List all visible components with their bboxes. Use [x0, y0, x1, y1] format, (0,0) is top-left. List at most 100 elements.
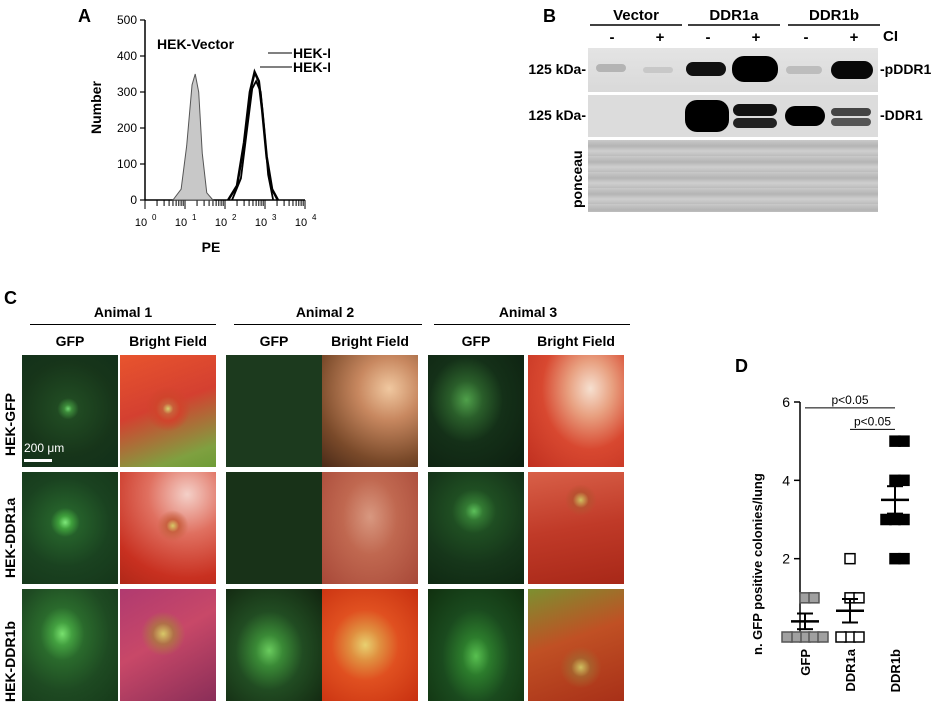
- blot-group-label: Vector: [613, 7, 659, 24]
- panel-d-axes: 0246GFPDDR1aDDR1b: [782, 394, 903, 692]
- panel-a-xtick-exponent: 3: [272, 213, 277, 222]
- band-pddr1-ddr1a-plus: [732, 56, 778, 82]
- ci-sign: +: [656, 29, 665, 46]
- band-label-pddr1: -pDDR1: [880, 61, 932, 77]
- panel-d-category-label: GFP: [798, 649, 813, 676]
- label-hek-ddr1a: HEK-DDR1a: [293, 45, 330, 61]
- panel-b-letter: B: [543, 6, 556, 26]
- panel-a-letter: A: [78, 6, 91, 26]
- panel-d-letter: D: [735, 356, 748, 376]
- histogram-hek-vector: [171, 73, 215, 201]
- animal-3-header: Animal 3: [498, 304, 558, 320]
- panel-a-xtick-exponent: 4: [312, 213, 317, 222]
- image-animal2-bf-hek-gfp: [322, 355, 418, 467]
- panel-a-xtick-exponent: 2: [232, 213, 237, 222]
- panel-d-category-label: DDR1a: [843, 648, 858, 691]
- animal-2-rule: [234, 324, 422, 325]
- scale-bar: [24, 459, 52, 462]
- image-animal2-gfp-hek-gfp: [226, 355, 322, 467]
- band-pddr1-ddr1b-plus: [831, 61, 873, 79]
- image-animal2-bf-hek-ddr1a: [322, 472, 418, 584]
- data-point-ddr1b: [898, 474, 910, 487]
- panel-d-ytick-label: 4: [782, 472, 790, 488]
- panel-a-ytick-label: 400: [117, 49, 137, 63]
- animal-1-header: Animal 1: [93, 304, 153, 320]
- blot-ponceau: [588, 140, 878, 212]
- panel-a-xtick-label: 10: [295, 217, 307, 229]
- band-ddr1-ddr1b-minus: [785, 106, 825, 126]
- panel-a-ytick-label: 100: [117, 157, 137, 171]
- sig-label-ddr1a-ddr1b: p<0.05: [854, 414, 891, 428]
- panel-a-ytick-label: 0: [130, 193, 137, 207]
- band-pddr1-vector-minus: [596, 64, 626, 72]
- image-animal3-bf-hek-ddr1b: [528, 589, 624, 701]
- ci-label: CI: [883, 28, 898, 45]
- panel-a-ytick-label: 300: [117, 85, 137, 99]
- row-label-hek-ddr1a: HEK-DDR1a: [2, 497, 18, 578]
- image-animal3-gfp-hek-ddr1b: [428, 589, 524, 701]
- image-animal1-bf-hek-ddr1a: [120, 472, 216, 584]
- panel-a-xtick-label: 10: [255, 217, 267, 229]
- band-pddr1-ddr1b-minus: [786, 66, 822, 74]
- image-animal1-bf-hek-gfp: [120, 355, 216, 467]
- data-point-gfp: [781, 631, 793, 643]
- histogram-hek-ddr1a: [227, 68, 279, 201]
- ci-sign: -: [610, 29, 615, 46]
- image-animal1-bf-hek-ddr1b: [120, 589, 216, 701]
- image-animal2-gfp-hek-ddr1b: [226, 589, 322, 701]
- kda-label-2: 125 kDa-: [528, 107, 586, 123]
- data-point-ddr1a: [844, 552, 856, 565]
- band-pddr1-ddr1a-minus: [686, 62, 726, 76]
- ci-sign: +: [850, 29, 859, 46]
- band-ddr1-ddr1b-plus-upper: [831, 108, 871, 116]
- data-point-ddr1a: [853, 631, 865, 643]
- band-ddr1-ddr1b-plus-lower: [831, 118, 871, 126]
- ci-sign: +: [752, 29, 761, 46]
- image-animal1-gfp-hek-ddr1b: [22, 589, 118, 701]
- row-label-hek-gfp: HEK-GFP: [2, 393, 18, 456]
- col-6-header: Bright Field: [537, 333, 615, 349]
- panel-a-curves: [171, 68, 279, 201]
- label-hek-ddr1b: HEK-DDR1b: [293, 59, 330, 75]
- ci-sign: -: [706, 29, 711, 46]
- panel-a-xtick-label: 10: [175, 217, 187, 229]
- panel-a-xaxis: 10 0 10 1 10 2 10 3 10 4: [135, 199, 317, 229]
- panel-b-annotations: Vector DDR1a DDR1b - + - + - + CI 125 kDa- 125 …: [528, 7, 932, 208]
- panel-a-xtick-label: 10: [135, 217, 147, 229]
- animal-1-rule: [30, 324, 216, 325]
- kda-label-1: 125 kDa-: [528, 61, 586, 77]
- panel-d-scatter: 0246GFPDDR1aDDR1b p<0.05p<0.05: [781, 393, 910, 692]
- panel-a-xtick-exponent: 1: [192, 213, 197, 222]
- data-point-gfp: [808, 592, 820, 604]
- scale-bar-label: 200 μm: [24, 441, 65, 455]
- blot-group-label: DDR1b: [809, 7, 859, 24]
- col-1-header: GFP: [55, 333, 85, 349]
- row-label-hek-ddr1b: HEK-DDR1b: [2, 621, 18, 702]
- panel-d-ytick-label: 2: [782, 551, 790, 567]
- blot-group-label: DDR1a: [709, 7, 759, 24]
- panel-a-xtick-exponent: 0: [152, 213, 157, 222]
- data-point-gfp: [817, 631, 829, 643]
- panel-a-ytick-label: 500: [117, 13, 137, 27]
- ponceau-label: ponceau: [569, 150, 585, 208]
- panel-c-letter: C: [4, 288, 17, 308]
- label-hek-vector: HEK-Vector: [157, 36, 235, 52]
- band-ddr1-ddr1a-plus-upper: [733, 104, 777, 116]
- animal-2-header: Animal 2: [295, 304, 355, 320]
- image-animal2-bf-hek-ddr1b: [322, 589, 418, 701]
- data-point-ddr1b: [898, 435, 910, 447]
- band-ddr1-ddr1a-plus-lower: [733, 118, 777, 128]
- band-ddr1-ddr1a-minus: [685, 100, 729, 132]
- panel-d-ytick-label: 6: [782, 394, 790, 410]
- col-5-header: GFP: [461, 333, 491, 349]
- image-animal3-gfp-hek-gfp: [428, 355, 524, 467]
- histogram-hek-ddr1b: [231, 79, 275, 201]
- panel-a-yaxis: 0 100 200 300 400 500: [117, 13, 146, 207]
- animal-3-rule: [434, 324, 630, 325]
- data-point-ddr1a: [835, 631, 847, 643]
- panel-a-xlabel: PE: [202, 239, 221, 255]
- panel-d-significance: p<0.05 p<0.05: [805, 393, 895, 430]
- col-4-header: Bright Field: [331, 333, 409, 349]
- band-label-ddr1: -DDR1: [880, 107, 923, 123]
